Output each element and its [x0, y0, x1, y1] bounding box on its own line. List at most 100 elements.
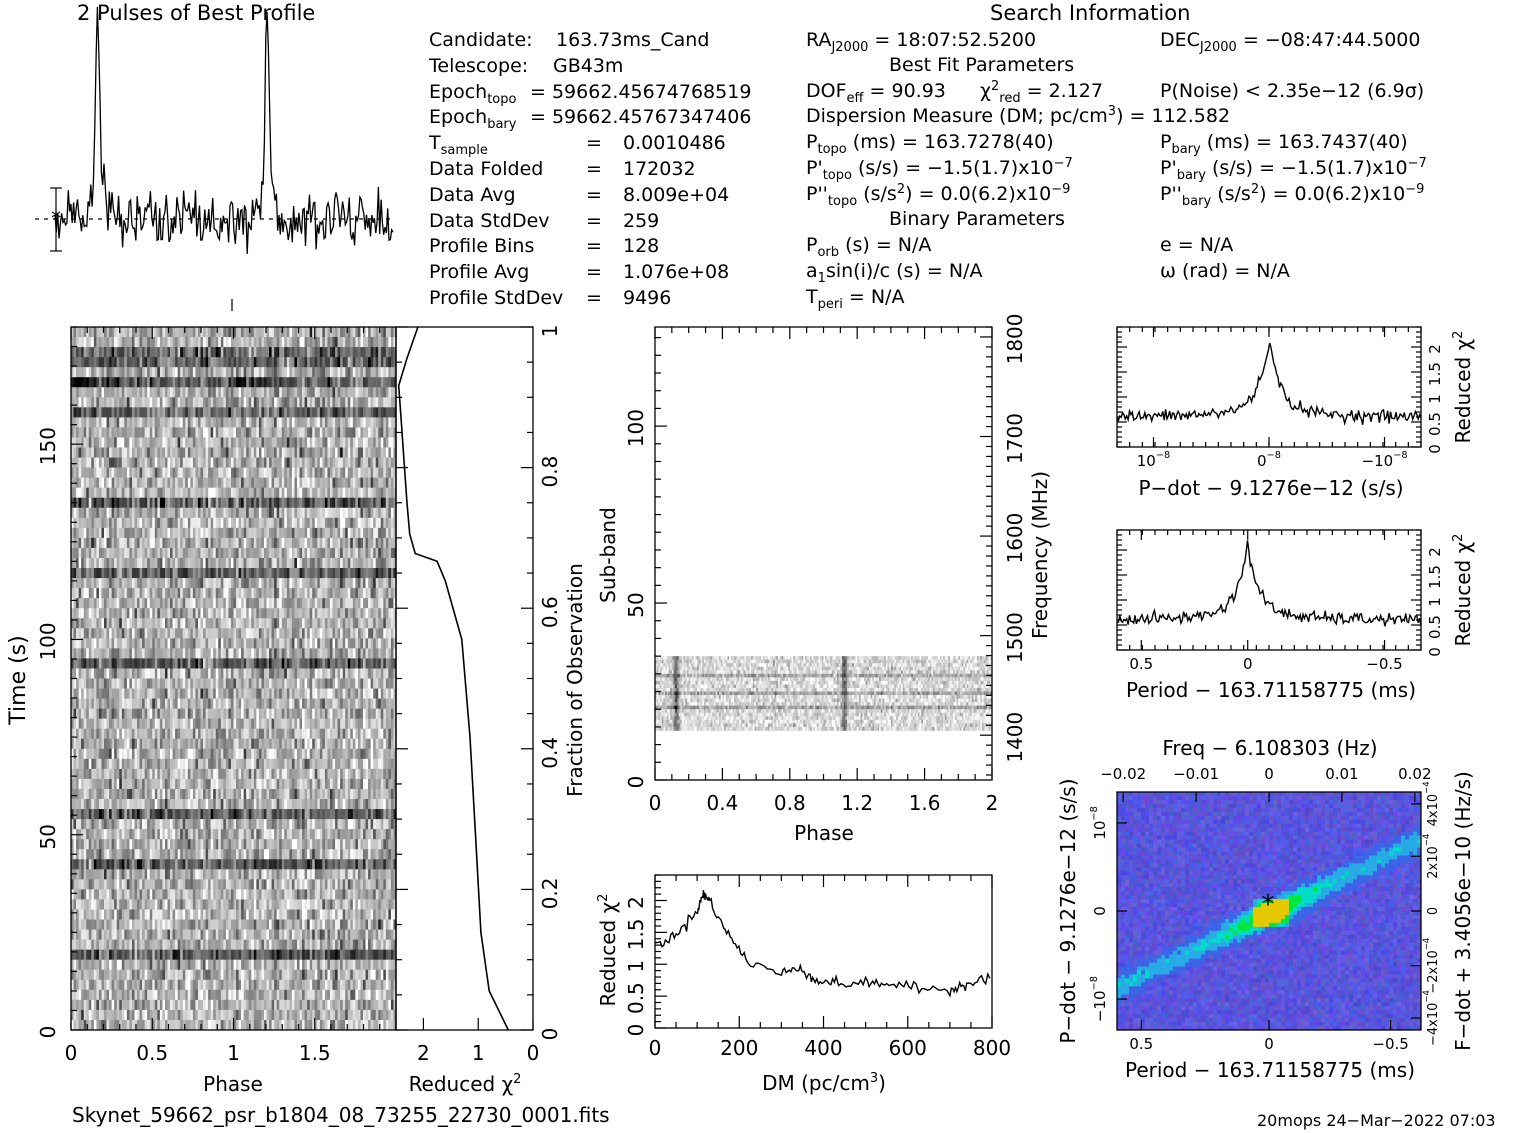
heatmap-cell [111, 568, 115, 579]
heatmap-cell [142, 467, 146, 479]
heatmap-cell [144, 618, 148, 629]
heatmap-cell [203, 357, 206, 368]
heatmap-cell [152, 588, 156, 599]
heatmap-cell [375, 568, 379, 579]
heatmap-cell [149, 467, 153, 479]
heatmap-cell [96, 327, 100, 338]
heatmap-cell [215, 547, 219, 559]
heatmap-cell [159, 557, 163, 569]
heatmap-cell [126, 387, 130, 398]
heatmap-cell [93, 547, 97, 559]
heatmap-cell [327, 357, 331, 368]
heatmap-cell [322, 437, 326, 448]
heatmap-cell [182, 357, 186, 368]
heatmap-cell [126, 477, 130, 489]
heatmap-cell [73, 588, 77, 599]
heatmap-cell [352, 437, 356, 448]
heatmap-cell [164, 347, 168, 358]
heatmap-cell [131, 347, 135, 358]
heatmap-cell [147, 347, 151, 358]
heatmap-cell [286, 678, 290, 689]
heatmap-cell [380, 658, 384, 669]
heatmap-cell [253, 698, 257, 710]
heatmap-cell [256, 688, 260, 699]
heatmap-cell [299, 347, 303, 358]
heatmap-cell [337, 377, 341, 388]
heatmap-cell [279, 628, 283, 639]
heatmap-cell [121, 457, 125, 468]
heatmap-cell [93, 557, 97, 569]
heatmap-cell [236, 377, 239, 388]
profile-line [54, 6, 394, 255]
heatmap-cell [129, 377, 133, 388]
heatmap-cell [101, 397, 105, 408]
heatmap-cell [365, 708, 369, 720]
heatmap-cell [248, 467, 252, 479]
heatmap-cell [225, 547, 229, 559]
heatmap-cell [309, 537, 313, 549]
heatmap-cell [93, 668, 97, 679]
heatmap-cell [162, 698, 166, 710]
heatmap-cell [124, 537, 128, 549]
heatmap-cell [147, 628, 151, 639]
heatmap-cell [380, 688, 384, 699]
heatmap-cell [378, 547, 382, 559]
heatmap-cell [380, 397, 384, 408]
heatmap-cell [370, 628, 374, 639]
heatmap-cell [98, 578, 102, 589]
heatmap-cell [154, 367, 158, 378]
heatmap-cell [248, 377, 252, 388]
heatmap-cell [228, 417, 232, 428]
heatmap-cell [360, 427, 364, 438]
heatmap-cell [124, 688, 128, 699]
heatmap-cell [197, 557, 201, 569]
heatmap-cell [159, 467, 163, 479]
heatmap-cell [241, 527, 245, 539]
heatmap-cell [101, 427, 105, 438]
heatmap-cell [154, 507, 158, 519]
heatmap-cell [385, 447, 389, 458]
heatmap-cell [208, 638, 212, 649]
heatmap-cell [383, 648, 387, 659]
heatmap-cell [345, 497, 349, 509]
heatmap-cell [269, 598, 272, 609]
heatmap-cell [220, 337, 224, 348]
heatmap-cell [228, 337, 232, 348]
heatmap-cell [370, 688, 374, 699]
heatmap-cell [98, 688, 102, 699]
heatmap-cell [203, 658, 206, 669]
heatmap-cell [276, 608, 280, 619]
heatmap-cell [96, 377, 100, 388]
heatmap-cell [154, 588, 158, 599]
heatmap-cell [347, 648, 351, 659]
heatmap-cell [271, 497, 275, 509]
heatmap-cell [182, 457, 186, 468]
heatmap-cell [383, 357, 387, 368]
heatmap-cell [243, 417, 247, 428]
heatmap-cell [324, 527, 328, 539]
heatmap-cell [378, 447, 382, 458]
heatmap-cell [215, 557, 219, 569]
heatmap-cell [314, 427, 318, 438]
heatmap-cell [274, 668, 278, 679]
heatmap-cell [337, 608, 341, 619]
heatmap-cell [304, 638, 308, 649]
heatmap-cell [390, 407, 394, 418]
heatmap-cell [269, 648, 272, 659]
heatmap-cell [208, 527, 212, 539]
heatmap-cell [215, 688, 219, 699]
heatmap-cell [104, 407, 107, 418]
heatmap-cell [83, 497, 87, 509]
heatmap-cell [195, 347, 199, 358]
heatmap-cell [347, 628, 351, 639]
heatmap-cell [225, 618, 229, 629]
heatmap-cell [332, 698, 336, 710]
heatmap-cell [378, 527, 382, 539]
heatmap-cell [340, 598, 344, 609]
heatmap-cell [86, 598, 90, 609]
heatmap-cell [299, 608, 303, 619]
heatmap-cell [91, 608, 95, 619]
heatmap-cell [180, 608, 184, 619]
heatmap-cell [304, 578, 308, 589]
heatmap-cell [192, 517, 196, 529]
